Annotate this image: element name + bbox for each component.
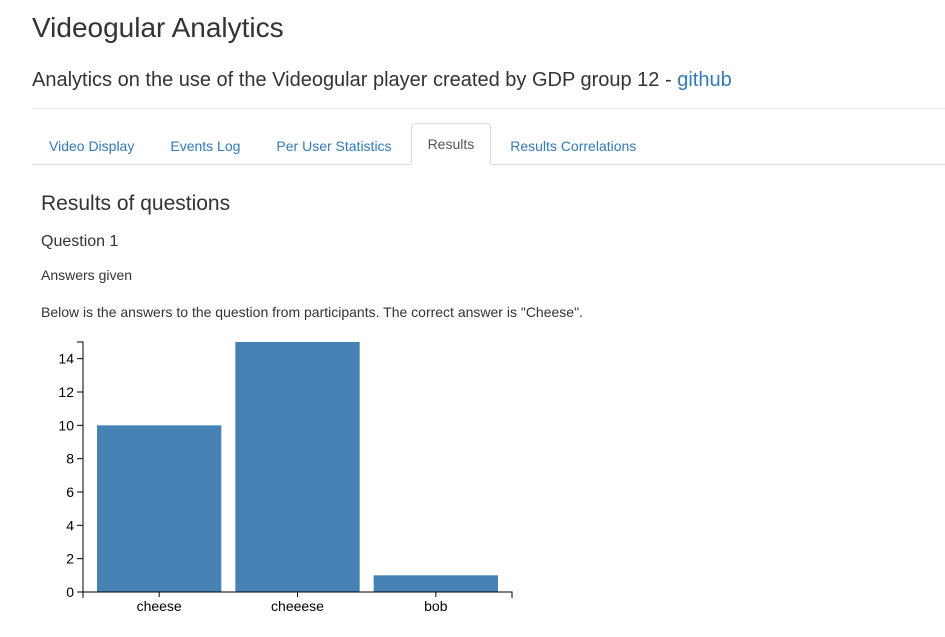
- y-tick-label: 8: [66, 451, 74, 467]
- app-title: Videogular Analytics: [32, 12, 284, 43]
- tab-results-correlations[interactable]: Results Correlations: [510, 138, 637, 154]
- chart-bar-cheese: [97, 425, 222, 592]
- app-subtitle-text: Analytics on the use of the Videogular p…: [32, 69, 678, 91]
- question-description: Below is the answers to the question fro…: [41, 304, 583, 320]
- x-tick-label: bob: [424, 598, 448, 614]
- y-tick-label: 14: [58, 351, 74, 367]
- x-tick-label: cheeese: [271, 598, 324, 614]
- question-title: Question 1: [41, 233, 119, 250]
- answers-label: Answers given: [41, 267, 133, 283]
- chart-bar-bob: [373, 575, 498, 592]
- tab-events-log[interactable]: Events Log: [170, 138, 241, 154]
- chart-bars: [97, 342, 498, 592]
- chart-y-axis: 0 2 4 6 8 10 12 14: [58, 341, 84, 600]
- x-axis-line: [82, 591, 513, 598]
- y-tick-label: 6: [66, 484, 74, 500]
- y-tick-label: 0: [66, 584, 74, 600]
- github-link[interactable]: github: [677, 69, 732, 91]
- section-title: Results of questions: [41, 192, 231, 215]
- y-tick-label: 10: [58, 417, 74, 433]
- y-tick-label: 4: [66, 517, 74, 533]
- y-tick-label: 2: [66, 551, 74, 567]
- tab-results[interactable]: Results: [410, 123, 492, 165]
- tab-bar: Video Display Events Log Per User Statis…: [32, 123, 945, 165]
- tab-per-user-statistics[interactable]: Per User Statistics: [276, 138, 392, 154]
- y-axis-line: [77, 341, 84, 593]
- y-tick-label: 12: [58, 384, 74, 400]
- chart-x-axis: cheese cheeese bob: [82, 591, 513, 614]
- answers-bar-chart: 0 2 4 6 8 10 12 14 cheese cheeese bob: [58, 341, 513, 614]
- x-tick-label: cheese: [137, 598, 182, 614]
- header-divider: [32, 108, 945, 109]
- tab-video-display[interactable]: Video Display: [49, 138, 135, 154]
- chart-bar-cheeese: [235, 342, 360, 592]
- app-subtitle: Analytics on the use of the Videogular p…: [32, 66, 732, 94]
